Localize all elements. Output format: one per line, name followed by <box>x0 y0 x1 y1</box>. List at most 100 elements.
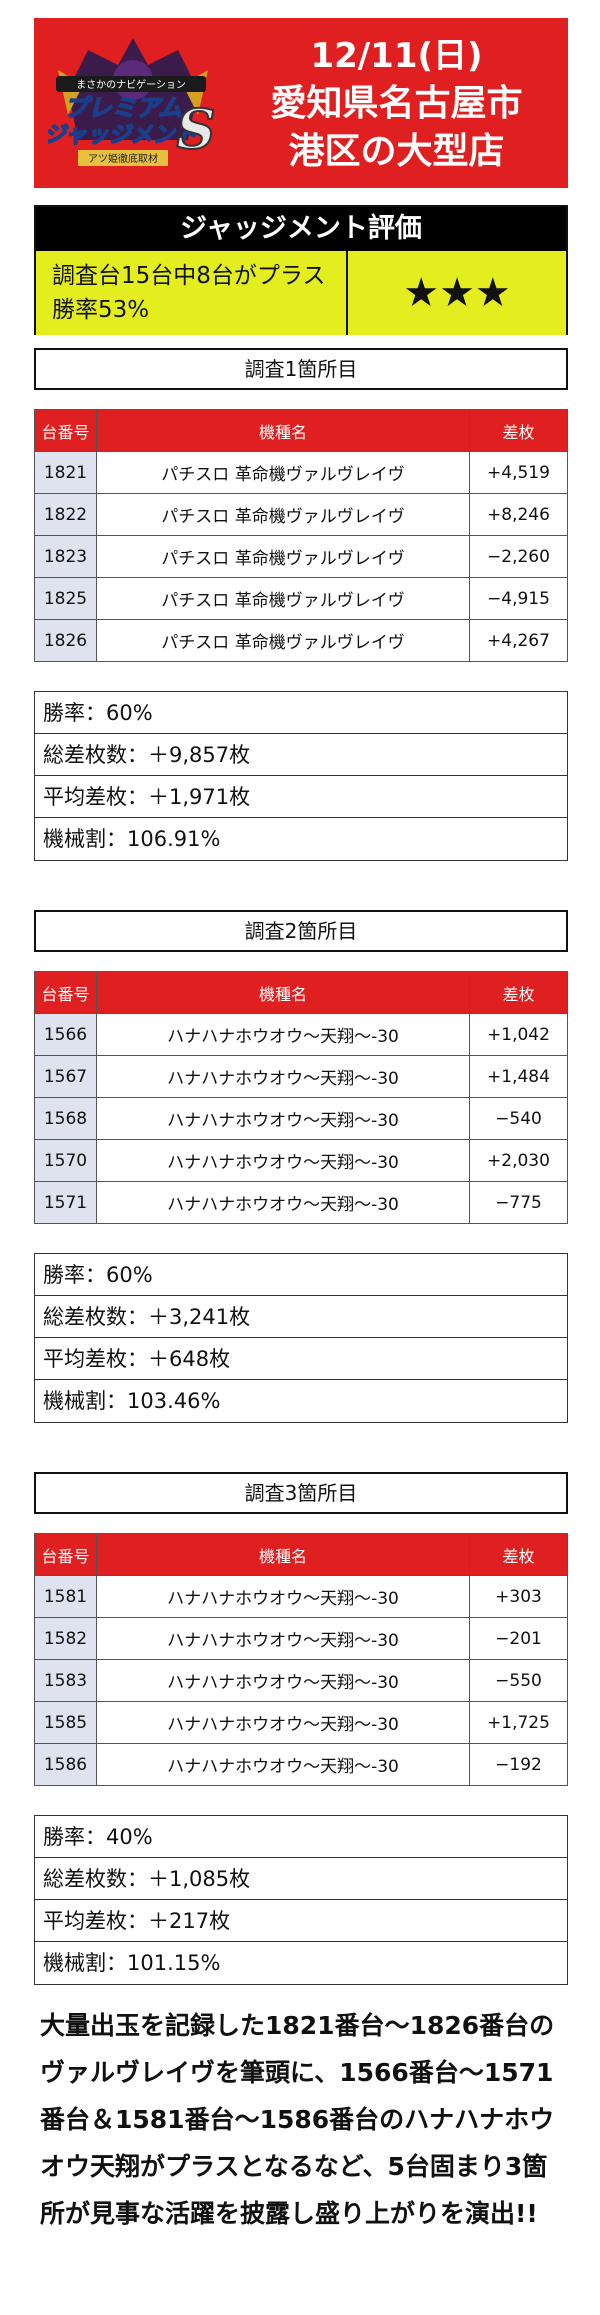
machine-number: 1825 <box>34 577 97 620</box>
machine-number: 1826 <box>34 619 97 662</box>
difference: −775 <box>469 1181 568 1224</box>
machine-number: 1567 <box>34 1055 97 1098</box>
premium-judgment-logo: まさかのナビゲーション プレミアム ジャッジメント S アツ姫徹底取材 <box>48 38 217 166</box>
machine-number: 1568 <box>34 1097 97 1140</box>
svg-text:まさかのナビゲーション: まさかのナビゲーション <box>76 79 186 91</box>
col-difference: 差枚 <box>469 409 568 452</box>
section-1-table: 台番号 機種名 差枚 1821 パチスロ 革命機ヴァルヴレイヴ +4,519 182… <box>34 409 568 662</box>
machine-name: パチスロ 革命機ヴァルヴレイヴ <box>96 493 470 536</box>
col-difference: 差枚 <box>469 1533 568 1576</box>
machine-number: 1822 <box>34 493 97 536</box>
table-row: 1822 パチスロ 革命機ヴァルヴレイヴ +8,246 <box>34 493 568 536</box>
difference: +1,484 <box>469 1055 568 1098</box>
difference: +8,246 <box>469 493 568 536</box>
col-machine-name: 機種名 <box>96 971 470 1014</box>
total-difference: 総差枚数：＋3,241枚 <box>35 1296 567 1338</box>
difference: −4,915 <box>469 577 568 620</box>
table-header-row: 台番号 機種名 差枚 <box>34 409 568 452</box>
summary-line2: 勝率53% <box>52 297 150 323</box>
machine-name: ハナハナホウオウ〜天翔〜-30 <box>96 1659 470 1702</box>
evaluation-summary: 調査台15台中8台がプラス 勝率53% <box>36 251 348 335</box>
payout-rate: 機械割：103.46% <box>43 1389 221 1413</box>
machine-number: 1566 <box>34 1013 97 1056</box>
difference: −201 <box>469 1617 568 1660</box>
col-machine-number: 台番号 <box>34 971 97 1014</box>
machine-number: 1581 <box>34 1575 97 1618</box>
machine-name: パチスロ 革命機ヴァルヴレイヴ <box>96 577 470 620</box>
machine-name: パチスロ 革命機ヴァルヴレイヴ <box>96 619 470 662</box>
difference: +1,042 <box>469 1013 568 1056</box>
total-difference: 総差枚数：＋1,085枚 <box>35 1858 567 1900</box>
machine-number: 1586 <box>34 1743 97 1786</box>
location-line2: 港区の大型店 <box>288 131 505 172</box>
header-text: 12/11(日) 愛知県名古屋市 港区の大型店 <box>234 32 559 176</box>
total-difference: 総差枚数：＋9,857枚 <box>35 734 567 776</box>
machine-number: 1570 <box>34 1139 97 1182</box>
average-difference: 平均差枚：＋1,971枚 <box>35 776 567 818</box>
difference: +4,267 <box>469 619 568 662</box>
difference: +303 <box>469 1575 568 1618</box>
machine-name: パチスロ 革命機ヴァルヴレイヴ <box>96 535 470 578</box>
description-text: 大量出玉を記録した1821番台〜1826番台のヴァルヴレイヴを筆頭に、1566番… <box>40 2011 555 2228</box>
svg-text:ジャッジメント: ジャッジメント <box>48 123 196 148</box>
section-1-title: 調査1箇所目 <box>34 348 568 390</box>
section-3-table: 台番号 機種名 差枚 1581 ハナハナホウオウ〜天翔〜-30 +303 1582 ハ… <box>34 1533 568 1786</box>
machine-name: ハナハナホウオウ〜天翔〜-30 <box>96 1139 470 1182</box>
col-difference: 差枚 <box>469 971 568 1014</box>
svg-text:アツ姫徹底取材: アツ姫徹底取材 <box>88 152 158 165</box>
machine-name: ハナハナホウオウ〜天翔〜-30 <box>96 1013 470 1056</box>
difference: −2,260 <box>469 535 568 578</box>
difference: +4,519 <box>469 451 568 494</box>
table-row: 1826 パチスロ 革命機ヴァルヴレイヴ +4,267 <box>34 619 568 662</box>
machine-name: ハナハナホウオウ〜天翔〜-30 <box>96 1097 470 1140</box>
machine-name: ハナハナホウオウ〜天翔〜-30 <box>96 1617 470 1660</box>
header-banner: まさかのナビゲーション プレミアム ジャッジメント S アツ姫徹底取材 12/1… <box>34 18 568 188</box>
payout-rate: 機械割：106.91% <box>43 827 221 851</box>
evaluation-title: ジャッジメント評価 <box>36 207 566 251</box>
difference: +2,030 <box>469 1139 568 1182</box>
machine-name: ハナハナホウオウ〜天翔〜-30 <box>96 1701 470 1744</box>
col-machine-number: 台番号 <box>34 409 97 452</box>
table-row: 1581 ハナハナホウオウ〜天翔〜-30 +303 <box>34 1575 568 1618</box>
table-row: 1571 ハナハナホウオウ〜天翔〜-30 −775 <box>34 1181 568 1224</box>
table-row: 1823 パチスロ 革命機ヴァルヴレイヴ −2,260 <box>34 535 568 578</box>
table-row: 1570 ハナハナホウオウ〜天翔〜-30 +2,030 <box>34 1139 568 1182</box>
machine-name: ハナハナホウオウ〜天翔〜-30 <box>96 1181 470 1224</box>
col-machine-name: 機種名 <box>96 1533 470 1576</box>
win-rate: 勝率：60% <box>35 1254 567 1296</box>
difference: −192 <box>469 1743 568 1786</box>
table-row: 1825 パチスロ 革命機ヴァルヴレイヴ −4,915 <box>34 577 568 620</box>
section-3-stats: 勝率：40% 総差枚数：＋1,085枚 平均差枚：＋217枚 機械割：101.1… <box>34 1815 568 1985</box>
col-machine-name: 機種名 <box>96 409 470 452</box>
table-row: 1585 ハナハナホウオウ〜天翔〜-30 +1,725 <box>34 1701 568 1744</box>
machine-name: ハナハナホウオウ〜天翔〜-30 <box>96 1743 470 1786</box>
section-2-title: 調査2箇所目 <box>34 910 568 952</box>
payout-rate: 機械割：101.15% <box>43 1951 221 1975</box>
win-rate: 勝率：60% <box>35 692 567 734</box>
difference: +1,725 <box>469 1701 568 1744</box>
machine-number: 1582 <box>34 1617 97 1660</box>
win-rate: 勝率：40% <box>35 1816 567 1858</box>
section-1-stats: 勝率：60% 総差枚数：＋9,857枚 平均差枚：＋1,971枚 機械割：106… <box>34 691 568 861</box>
machine-name: ハナハナホウオウ〜天翔〜-30 <box>96 1055 470 1098</box>
average-difference: 平均差枚：＋217枚 <box>35 1900 567 1942</box>
machine-number: 1821 <box>34 451 97 494</box>
table-row: 1821 パチスロ 革命機ヴァルヴレイヴ +4,519 <box>34 451 568 494</box>
machine-name: ハナハナホウオウ〜天翔〜-30 <box>96 1575 470 1618</box>
machine-number: 1823 <box>34 535 97 578</box>
average-difference: 平均差枚：＋648枚 <box>35 1338 567 1380</box>
table-header-row: 台番号 機種名 差枚 <box>34 1533 568 1576</box>
section-3-title: 調査3箇所目 <box>34 1472 568 1514</box>
table-row: 1566 ハナハナホウオウ〜天翔〜-30 +1,042 <box>34 1013 568 1056</box>
location-line1: 愛知県名古屋市 <box>270 83 523 124</box>
event-date: 12/11(日) <box>310 36 483 76</box>
table-row: 1568 ハナハナホウオウ〜天翔〜-30 −540 <box>34 1097 568 1140</box>
section-2-table: 台番号 機種名 差枚 1566 ハナハナホウオウ〜天翔〜-30 +1,042 156… <box>34 971 568 1224</box>
svg-text:プレミアム: プレミアム <box>64 94 182 122</box>
table-row: 1586 ハナハナホウオウ〜天翔〜-30 −192 <box>34 1743 568 1786</box>
machine-number: 1583 <box>34 1659 97 1702</box>
machine-number: 1571 <box>34 1181 97 1224</box>
judgment-evaluation: ジャッジメント評価 調査台15台中8台がプラス 勝率53% ★★★ <box>34 205 568 335</box>
svg-text:S: S <box>177 97 216 161</box>
summary-line1: 調査台15台中8台がプラス <box>52 263 326 289</box>
